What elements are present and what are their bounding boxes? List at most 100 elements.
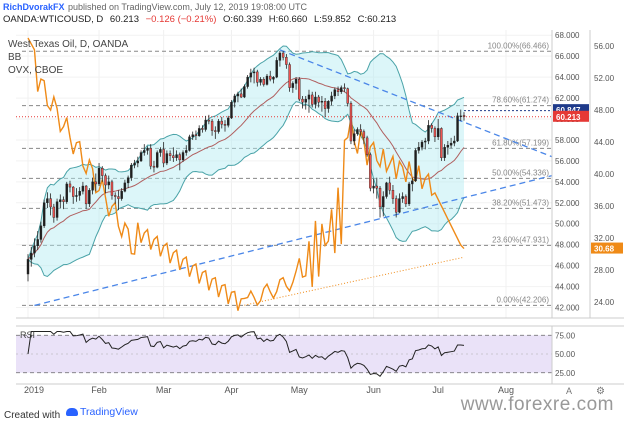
candle[interactable] (36, 231, 39, 250)
candle[interactable] (285, 54, 288, 69)
candle[interactable] (191, 131, 194, 140)
candle[interactable] (39, 221, 43, 243)
candle[interactable] (256, 69, 259, 87)
candle[interactable] (188, 134, 191, 152)
candle[interactable] (62, 196, 65, 210)
candle[interactable] (436, 119, 440, 140)
candle[interactable] (136, 156, 140, 168)
candle[interactable] (391, 184, 395, 204)
candle[interactable] (194, 130, 198, 140)
candle[interactable] (343, 83, 346, 92)
candle[interactable] (288, 62, 291, 92)
candle[interactable] (453, 135, 456, 147)
candle[interactable] (330, 91, 333, 106)
candle[interactable] (97, 163, 101, 187)
candle[interactable] (81, 181, 85, 195)
candle[interactable] (91, 177, 94, 195)
candle[interactable] (375, 177, 379, 199)
candle[interactable] (120, 188, 123, 201)
candle[interactable] (117, 190, 120, 211)
candle[interactable] (404, 194, 408, 207)
rsi-label[interactable]: RSI (20, 330, 35, 340)
candle[interactable] (49, 193, 52, 216)
candle[interactable] (427, 120, 430, 145)
candle[interactable] (411, 177, 414, 192)
candle[interactable] (88, 188, 91, 207)
trendline-support[interactable] (34, 174, 553, 307)
candle[interactable] (42, 199, 46, 228)
author-name[interactable]: RichDvorakFX (3, 2, 65, 12)
candle[interactable] (210, 119, 214, 136)
candle[interactable] (349, 101, 353, 145)
candle[interactable] (26, 254, 30, 282)
candle[interactable] (78, 187, 81, 201)
candle[interactable] (311, 91, 314, 108)
candle[interactable] (72, 186, 75, 204)
candle[interactable] (52, 203, 56, 223)
candle[interactable] (362, 129, 366, 145)
candle[interactable] (336, 86, 340, 96)
candle[interactable] (207, 114, 211, 125)
candle[interactable] (59, 194, 62, 209)
candle[interactable] (314, 91, 317, 109)
candle[interactable] (126, 175, 130, 189)
candle[interactable] (214, 126, 217, 139)
candle[interactable] (407, 181, 411, 206)
candle[interactable] (449, 137, 453, 149)
bollinger-upper[interactable] (27, 45, 465, 260)
candle[interactable] (394, 195, 398, 218)
candle[interactable] (236, 91, 240, 103)
candle[interactable] (369, 152, 372, 192)
candle[interactable] (130, 163, 133, 181)
candle[interactable] (46, 192, 49, 209)
candle[interactable] (459, 109, 462, 122)
candle[interactable] (433, 126, 437, 143)
candle[interactable] (110, 179, 114, 200)
candle[interactable] (107, 175, 110, 190)
candle[interactable] (281, 50, 285, 61)
candle[interactable] (243, 84, 246, 99)
legend-bb[interactable]: BB (8, 52, 22, 63)
candle[interactable] (239, 88, 243, 99)
candle[interactable] (365, 135, 369, 157)
bollinger-lower[interactable] (27, 101, 465, 278)
candle[interactable] (456, 112, 459, 143)
symbol-ticker[interactable]: OANDA:WTICOUSD, D (3, 14, 104, 25)
candle[interactable] (424, 137, 427, 150)
candle[interactable] (33, 238, 36, 258)
candle[interactable] (320, 95, 324, 112)
candle[interactable] (333, 87, 337, 100)
candle[interactable] (414, 148, 417, 182)
candle[interactable] (262, 77, 265, 87)
auto-scale-button[interactable]: A (566, 386, 573, 396)
candle[interactable] (291, 81, 295, 93)
candle[interactable] (223, 120, 227, 132)
candle[interactable] (155, 150, 159, 169)
legend-ovx[interactable]: OVX, CBOE (8, 65, 64, 76)
candle[interactable] (113, 192, 117, 204)
candle[interactable] (172, 147, 175, 162)
candle[interactable] (249, 68, 253, 83)
candle[interactable] (327, 100, 330, 113)
candle[interactable] (227, 115, 230, 128)
candle[interactable] (162, 142, 165, 168)
candle[interactable] (278, 50, 282, 67)
candle[interactable] (68, 180, 72, 193)
candle[interactable] (146, 146, 149, 155)
candle[interactable] (149, 144, 152, 170)
candle[interactable] (323, 98, 327, 117)
candle[interactable] (401, 192, 404, 203)
candle[interactable] (185, 145, 188, 156)
candle[interactable] (220, 116, 223, 129)
candle[interactable] (372, 178, 375, 194)
candle[interactable] (217, 119, 220, 134)
candle[interactable] (101, 166, 104, 182)
candle[interactable] (133, 159, 136, 169)
candle[interactable] (233, 93, 236, 108)
candle[interactable] (462, 112, 466, 121)
candle[interactable] (94, 173, 98, 192)
candle[interactable] (159, 147, 162, 157)
candle[interactable] (269, 70, 272, 82)
candle[interactable] (55, 198, 59, 221)
